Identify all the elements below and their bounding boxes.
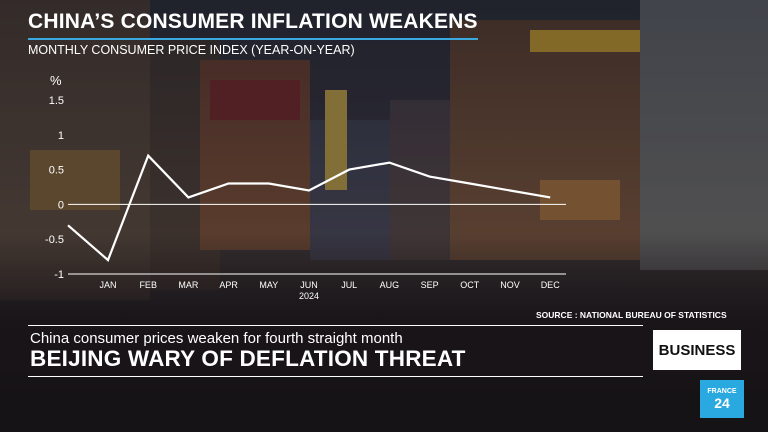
background-sign (30, 150, 120, 210)
x-tick-label: MAR (178, 280, 199, 290)
x-axis-ticks: JAN FEB MAR APR MAY JUN JUL AUG SEP OCT NOV DEC (99, 280, 560, 290)
france24-logo: FRANCE 24 (700, 380, 744, 418)
y-tick-label: 0.5 (49, 165, 64, 177)
business-badge: BUSINESS (653, 330, 741, 370)
x-axis-year-label: 2024 (299, 291, 319, 300)
lower-third-headline: China consumer prices weaken for fourth … (30, 330, 403, 347)
x-tick-label: JUL (341, 280, 357, 290)
background-sign (325, 90, 347, 190)
x-tick-label: AUG (380, 280, 400, 290)
y-tick-label: 1.5 (49, 95, 64, 107)
x-tick-label: DEC (541, 280, 561, 290)
logo-line-2: 24 (714, 394, 730, 411)
logo-line-1: FRANCE (707, 387, 737, 395)
lower-third-kicker: BEIJING WARY OF DEFLATION THREAT (30, 346, 466, 371)
title-underline (28, 38, 478, 40)
lower-third-rule-bottom (28, 376, 643, 377)
x-tick-label: JAN (99, 280, 116, 290)
series-line (67, 153, 551, 262)
y-axis-ticks: -1 -0.5 0 0.5 1 1.5 (45, 95, 64, 281)
x-tick-label: NOV (500, 280, 520, 290)
y-tick-label: -0.5 (45, 234, 64, 246)
x-tick-label: MAY (259, 280, 278, 290)
y-tick-label: 0 (58, 199, 64, 211)
chart-title: CHINA’S CONSUMER INFLATION WEAKENS (28, 10, 478, 33)
background-sign (530, 30, 640, 52)
x-tick-label: JUN (300, 280, 318, 290)
y-tick-label: 1 (58, 130, 64, 142)
line-chart: % -1 -0.5 0 0.5 1 1.5 JAN FEB MAR APR MAY JUN JUL AU… (45, 73, 566, 300)
x-tick-label: SEP (421, 280, 439, 290)
lower-third-rule-top (28, 325, 643, 326)
y-tick-label: -1 (54, 269, 64, 281)
background-building (640, 0, 768, 270)
y-axis-unit: % (50, 73, 62, 88)
background-sign (540, 180, 620, 220)
source-credit: SOURCE : NATIONAL BUREAU OF STATISTICS (536, 310, 727, 320)
x-tick-label: FEB (139, 280, 157, 290)
chart-subtitle: MONTHLY CONSUMER PRICE INDEX (YEAR-ON-YE… (28, 43, 355, 57)
x-tick-label: OCT (460, 280, 480, 290)
background-sign (210, 80, 300, 120)
background-crowd (0, 232, 768, 432)
background-building (450, 20, 650, 260)
x-tick-label: APR (219, 280, 238, 290)
